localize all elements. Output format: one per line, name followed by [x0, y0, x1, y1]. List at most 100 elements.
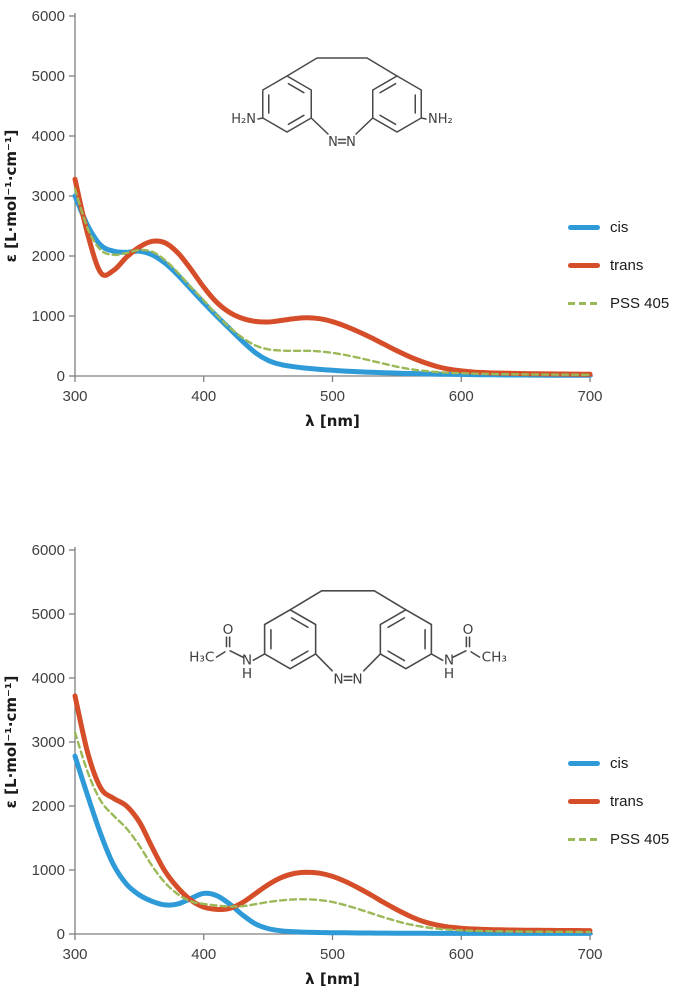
x-tick-label: 500 [320, 946, 345, 963]
c-c-bond [470, 651, 481, 658]
benzene-ring-right [379, 608, 433, 670]
aromatic-bond [287, 82, 305, 94]
y-axis-title: ε [L·mol⁻¹·cm⁻¹] [2, 676, 20, 809]
legend-label-trans: trans [610, 256, 644, 274]
c-n-bond [355, 117, 374, 135]
aromatic-bond [287, 114, 305, 126]
y-tick-label: 2000 [32, 248, 65, 265]
y-tick-label: 0 [57, 368, 65, 385]
bottom-chart-plot: 0 1000 2000 3000 4000 5000 6000 300 400 500 600 700… [2, 542, 603, 988]
absorption-spectrum-top: 0 1000 2000 3000 4000 5000 6000 300 400 500 600 700… [0, 4, 695, 449]
n-c-bond [229, 650, 244, 658]
y-tick-label: 5000 [32, 68, 65, 85]
amide-h-label-right: H [444, 666, 454, 682]
c-n-bond [314, 653, 334, 672]
aromatic-bond [387, 650, 406, 662]
y-tick-label: 3000 [32, 188, 65, 205]
series-line-pss-405 [73, 187, 592, 376]
x-axis-title: λ [nm] [305, 970, 360, 988]
amide-h-label-left: H [242, 666, 252, 682]
legend-item-cis: cis [568, 218, 669, 236]
legend-top: cis trans PSS 405 [568, 218, 669, 312]
x-tick-label: 700 [577, 946, 602, 963]
legend-label-cis: cis [610, 754, 629, 772]
carbonyl-o-label-right: O [463, 622, 474, 638]
ethylene-bridge [289, 590, 407, 611]
c-n-bond [310, 117, 329, 135]
y-tick-label: 4000 [32, 128, 65, 145]
legend-label-trans: trans [610, 792, 644, 810]
legend-bottom: cis trans PSS 405 [568, 754, 669, 848]
trans-line-swatch [568, 262, 600, 268]
legend-label-pss405: PSS 405 [610, 830, 670, 848]
top-molecule-diamine-diazocine: N N H₂N NH₂ [231, 57, 453, 150]
aromatic-bond [290, 617, 309, 629]
aromatic-bond [379, 82, 397, 94]
pss405-line-swatch [568, 837, 600, 841]
legend-label-cis: cis [610, 218, 629, 236]
cis-line-swatch [568, 224, 600, 230]
y-tick-label: 4000 [32, 670, 65, 687]
aromatic-bond [290, 650, 309, 662]
aromatic-bond [387, 617, 406, 629]
y-tick-label: 2000 [32, 798, 65, 815]
legend-label-pss405: PSS 405 [610, 294, 670, 312]
y-tick-label: 3000 [32, 734, 65, 751]
legend-item-cis: cis [568, 754, 669, 772]
benzene-ring-left [262, 75, 312, 133]
pss405-line-swatch [568, 301, 600, 305]
carbonyl-o-label-left: O [223, 622, 234, 638]
series-line-trans [72, 176, 593, 377]
amide-n-label-right: N [444, 652, 454, 668]
top-chart-plot: 0 1000 2000 3000 4000 5000 6000 300 400 500 600 700… [2, 8, 603, 430]
y-axis-title: ε [L·mol⁻¹·cm⁻¹] [2, 130, 20, 263]
x-tick-label: 600 [449, 946, 474, 963]
ethylene-bridge [286, 57, 398, 77]
c-n-bond [252, 653, 266, 662]
x-tick-label: 400 [191, 388, 216, 405]
azo-n-label: N [352, 671, 362, 687]
x-tick-label: 300 [62, 946, 87, 963]
trans-line-swatch [568, 798, 600, 804]
amine-label-right: NH₂ [428, 112, 453, 127]
series-line-trans [72, 693, 593, 934]
legend-item-pss405: PSS 405 [568, 830, 669, 848]
x-tick-label: 500 [320, 388, 345, 405]
methyl-label-right: CH₃ [482, 649, 507, 665]
y-tick-label: 6000 [32, 8, 65, 25]
y-tick-label: 6000 [32, 542, 65, 559]
amine-label-left: H₂N [231, 112, 256, 127]
azo-n-label: N [333, 671, 343, 687]
benzene-ring-left [263, 608, 317, 670]
absorption-spectrum-bottom: 0 1000 2000 3000 4000 5000 6000 300 400 500 600 700… [0, 540, 695, 989]
c-c-bond [215, 651, 226, 658]
bottom-molecule-diacetamide-diazocine: N N N H O H₃C N H O CH₃ [189, 590, 507, 687]
c-n-bond [362, 653, 382, 672]
x-tick-label: 700 [577, 388, 602, 405]
amide-n-label-left: N [242, 652, 252, 668]
azo-n-label: N [346, 135, 356, 150]
c-n-bond [430, 653, 444, 662]
legend-item-pss405: PSS 405 [568, 294, 669, 312]
benzene-ring-right [372, 75, 422, 133]
legend-item-trans: trans [568, 256, 669, 274]
x-tick-label: 300 [62, 388, 87, 405]
legend-item-trans: trans [568, 792, 669, 810]
n-c-bond [452, 650, 467, 658]
aromatic-bond [379, 114, 397, 126]
series-line-cis [72, 193, 593, 378]
c-n-bond [257, 117, 264, 120]
y-tick-label: 1000 [32, 308, 65, 325]
methyl-label-left: H₃C [189, 649, 214, 665]
y-tick-label: 0 [57, 926, 65, 943]
cis-line-swatch [568, 760, 600, 766]
y-tick-label: 5000 [32, 606, 65, 623]
x-tick-label: 600 [449, 388, 474, 405]
y-tick-label: 1000 [32, 862, 65, 879]
series-line-pss-405 [73, 731, 592, 934]
azo-n-label: N [328, 135, 338, 150]
x-axis-title: λ [nm] [305, 412, 360, 430]
c-n-bond [420, 117, 427, 120]
series-line-cis [72, 753, 593, 936]
x-tick-label: 400 [191, 946, 216, 963]
